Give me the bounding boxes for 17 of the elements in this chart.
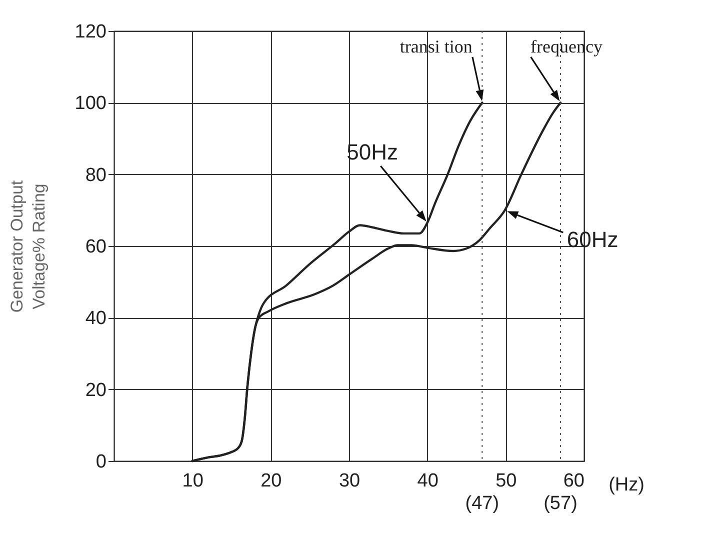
- x-tick-label: 20: [260, 470, 282, 492]
- y-tick-label: 60: [85, 236, 106, 258]
- ref-line-label: (57): [544, 493, 578, 514]
- x-tick-label: 50: [496, 470, 517, 492]
- ref-line-label: (47): [465, 493, 500, 514]
- y-tick-label: 80: [85, 164, 106, 186]
- y-tick-label: 120: [74, 22, 106, 42]
- y-axis-title: Generator Output Voltage% Rating: [8, 180, 48, 313]
- x-tick-label: 30: [338, 470, 360, 492]
- y-tick-label: 40: [85, 308, 106, 330]
- x-tick-label: 60: [563, 470, 584, 492]
- y-tick-label: 20: [85, 380, 106, 401]
- x-tick-label: 10: [182, 470, 204, 492]
- y-tick-label: 0: [96, 452, 106, 472]
- x-tick-label: 40: [417, 470, 438, 492]
- y-tick-label: 100: [74, 93, 106, 114]
- x-axis-title: (Hz): [608, 474, 644, 496]
